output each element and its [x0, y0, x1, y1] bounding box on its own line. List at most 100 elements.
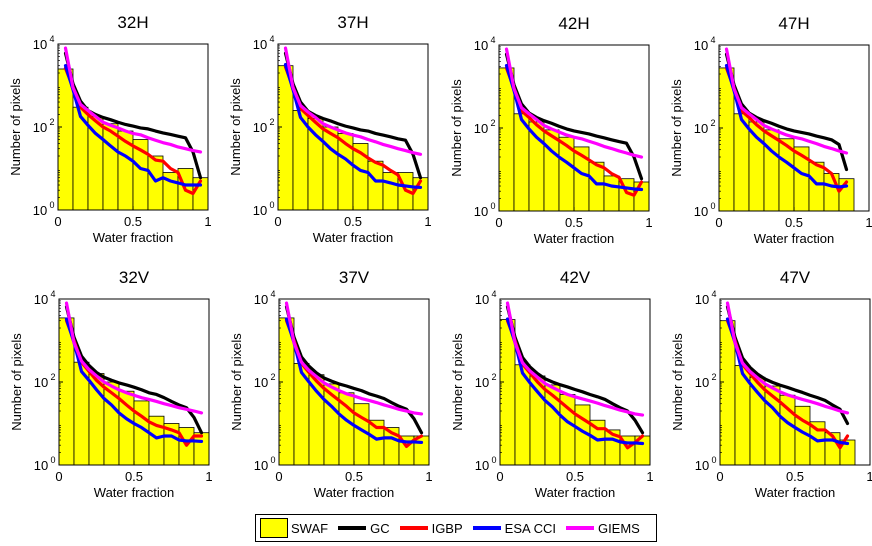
series-line-esa-cci — [63, 64, 203, 187]
series-line-esa-cci — [64, 317, 204, 444]
legend-label-gc: GC — [370, 520, 390, 536]
series-line-gc — [284, 305, 424, 435]
x-tick-label: 0.5 — [124, 214, 142, 229]
y-axis-label: Number of pixels — [449, 79, 464, 177]
y-tick-exponent: 2 — [50, 372, 55, 382]
x-tick-label: 0 — [274, 214, 281, 229]
y-axis-label: Number of pixels — [9, 333, 24, 431]
legend-label-giems: GIEMS — [597, 520, 640, 536]
series-line-giems — [725, 301, 850, 415]
y-axis-label: Number of pixels — [229, 333, 244, 431]
panel-title: 32H — [117, 13, 148, 32]
x-tick-label: 0 — [495, 215, 502, 230]
y-tick-exponent: 4 — [49, 34, 54, 44]
y-tick-label: 10 — [475, 458, 489, 473]
y-tick-exponent: 4 — [270, 289, 275, 299]
bar — [499, 319, 516, 466]
x-tick-label: 0.5 — [565, 215, 583, 230]
legend-item-giems: GIEMS — [565, 520, 640, 536]
legend-item-esa-cci: ESA CCI — [472, 521, 556, 536]
x-tick-label: 1 — [424, 214, 431, 229]
legend-label-igbp: IGBP — [431, 520, 463, 536]
bar — [633, 181, 650, 212]
bar — [823, 173, 840, 212]
y-axis-label: Number of pixels — [670, 333, 685, 431]
panel-title: 47V — [780, 268, 811, 287]
y-tick-label: 10 — [695, 458, 709, 473]
x-tick-label: 1 — [866, 469, 872, 484]
y-tick-exponent: 4 — [711, 289, 716, 299]
y-tick-label: 10 — [34, 375, 48, 390]
y-tick-label: 10 — [474, 38, 488, 53]
bar — [367, 160, 384, 211]
bar — [102, 123, 119, 211]
bar — [763, 129, 780, 212]
series-line-esa-cci — [505, 317, 645, 446]
bar — [322, 126, 339, 211]
x-tick-label: 0 — [275, 469, 282, 484]
series-line-gc — [64, 305, 204, 435]
y-tick-exponent: 4 — [710, 35, 715, 45]
y-tick-exponent: 4 — [491, 289, 496, 299]
bar — [603, 175, 620, 212]
y-tick-label: 10 — [253, 120, 267, 135]
legend: SWAF GC IGBP ESA CCI GIEMS — [255, 514, 657, 542]
panel-title: 32V — [119, 268, 150, 287]
x-tick-label: 0 — [496, 469, 503, 484]
panel-title: 42H — [558, 14, 589, 33]
legend-item-swaf: SWAF — [260, 518, 328, 538]
x-tick-label: 0.5 — [125, 469, 143, 484]
y-tick-label: 10 — [33, 203, 47, 218]
x-tick-label: 0.5 — [566, 469, 584, 484]
y-tick-label: 10 — [694, 38, 708, 53]
x-axis-label: Water fraction — [534, 231, 614, 246]
y-tick-exponent: 2 — [490, 118, 495, 128]
y-tick-label: 10 — [475, 375, 489, 390]
x-tick-label: 1 — [425, 469, 432, 484]
legend-label-swaf: SWAF — [291, 520, 329, 536]
y-tick-label: 10 — [474, 121, 488, 136]
y-tick-label: 10 — [254, 458, 268, 473]
series-line-gc — [725, 305, 850, 426]
bar — [543, 129, 560, 212]
y-tick-exponent: 2 — [269, 117, 274, 127]
x-axis-label: Water fraction — [535, 485, 615, 500]
y-tick-exponent: 2 — [270, 372, 275, 382]
x-axis-label: Water fraction — [754, 231, 834, 246]
series-line-giems — [63, 46, 203, 154]
bar — [588, 161, 605, 212]
bar — [498, 67, 515, 212]
bar — [87, 116, 104, 211]
y-tick-exponent: 4 — [269, 34, 274, 44]
y-tick-exponent: 0 — [490, 201, 495, 211]
y-tick-exponent: 0 — [710, 201, 715, 211]
y-tick-label: 10 — [254, 375, 268, 390]
y-tick-exponent: 4 — [50, 289, 55, 299]
x-tick-label: 0.5 — [785, 215, 803, 230]
y-tick-exponent: 0 — [49, 200, 54, 210]
y-tick-label: 10 — [33, 120, 47, 135]
series-line-giems — [505, 301, 645, 417]
y-tick-label: 10 — [695, 292, 709, 307]
bar — [307, 118, 324, 211]
series-line-esa-cci — [284, 317, 424, 445]
y-tick-label: 10 — [695, 375, 709, 390]
series-line-esa-cci — [504, 63, 644, 192]
x-tick-label: 0 — [54, 214, 61, 229]
x-axis-label: Water fraction — [313, 230, 393, 245]
y-tick-exponent: 0 — [269, 200, 274, 210]
series-line-igbp — [504, 66, 644, 197]
y-tick-exponent: 0 — [491, 455, 496, 465]
legend-swatch-igbp — [399, 526, 428, 530]
y-tick-label: 10 — [253, 37, 267, 52]
series-line-gc — [505, 305, 645, 435]
series-line-esa-cci — [725, 317, 850, 446]
y-tick-exponent: 0 — [711, 455, 716, 465]
panel-title: 47H — [778, 14, 809, 33]
y-tick-exponent: 2 — [711, 372, 716, 382]
x-axis-label: Water fraction — [93, 230, 173, 245]
series-line-giems — [724, 47, 849, 155]
